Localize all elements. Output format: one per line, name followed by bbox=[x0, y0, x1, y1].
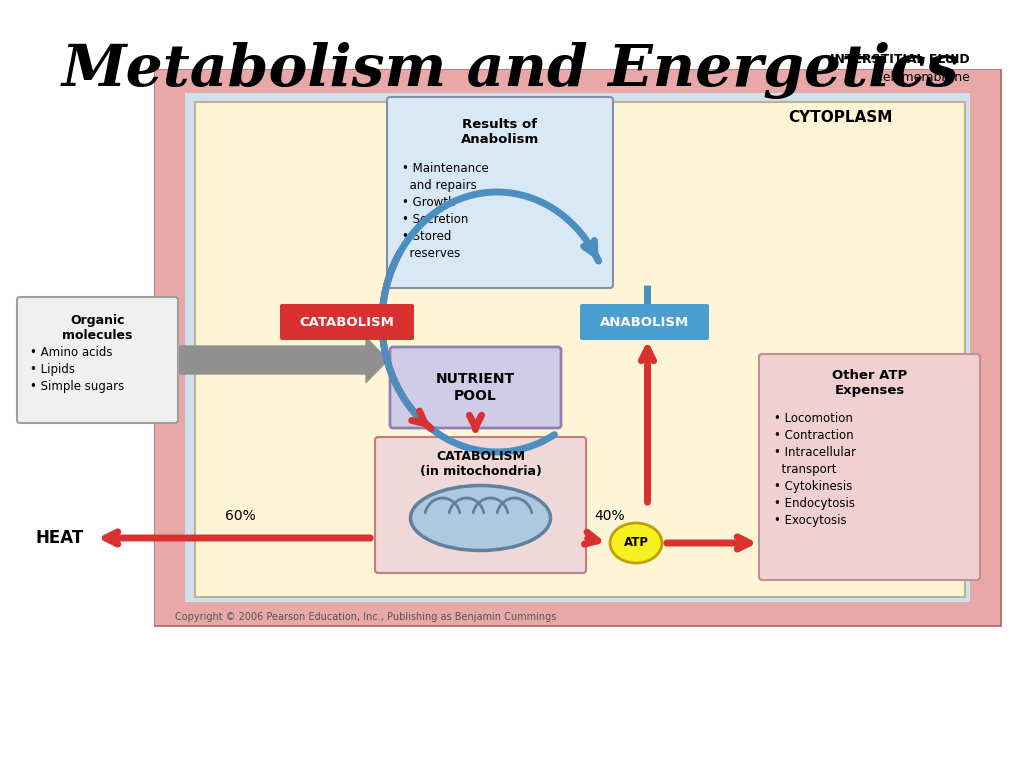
Text: 60%: 60% bbox=[224, 509, 255, 523]
FancyArrow shape bbox=[175, 337, 387, 382]
FancyBboxPatch shape bbox=[580, 304, 708, 340]
Bar bbox=[155, 70, 999, 625]
Text: ANABOLISM: ANABOLISM bbox=[599, 315, 689, 328]
Ellipse shape bbox=[410, 486, 550, 551]
Bar bbox=[155, 70, 999, 625]
Text: Metabolism and Energetics: Metabolism and Energetics bbox=[61, 41, 958, 99]
Text: NUTRIENT
POOL: NUTRIENT POOL bbox=[435, 373, 515, 402]
FancyBboxPatch shape bbox=[17, 297, 178, 423]
FancyBboxPatch shape bbox=[389, 347, 560, 428]
Text: Organic
molecules: Organic molecules bbox=[62, 314, 132, 342]
FancyBboxPatch shape bbox=[386, 97, 612, 288]
Text: 40%: 40% bbox=[594, 509, 625, 523]
Text: • Amino acids
• Lipids
• Simple sugars: • Amino acids • Lipids • Simple sugars bbox=[30, 346, 124, 393]
Text: • Maintenance
  and repairs
• Growth
• Secretion
• Stored
  reserves: • Maintenance and repairs • Growth • Sec… bbox=[401, 162, 488, 260]
Bar bbox=[195, 102, 964, 597]
Text: CATABOLISM
(in mitochondria): CATABOLISM (in mitochondria) bbox=[419, 450, 541, 478]
Text: CYTOPLASM: CYTOPLASM bbox=[787, 109, 892, 125]
Text: Copyright © 2006 Pearson Education, Inc., Publishing as Benjamin Cummings: Copyright © 2006 Pearson Education, Inc.… bbox=[175, 612, 555, 622]
Text: Other ATP
Expenses: Other ATP Expenses bbox=[832, 369, 906, 397]
Text: HEAT: HEAT bbox=[36, 529, 84, 547]
Text: Cell membrane: Cell membrane bbox=[873, 70, 969, 83]
Bar bbox=[969, 70, 999, 625]
Bar bbox=[155, 70, 999, 93]
Ellipse shape bbox=[609, 523, 661, 563]
Text: CATABOLISM: CATABOLISM bbox=[300, 315, 394, 328]
Text: INTERSTITIAL FLUID: INTERSTITIAL FLUID bbox=[829, 53, 969, 66]
Bar bbox=[155, 70, 184, 625]
FancyBboxPatch shape bbox=[758, 354, 979, 580]
Text: Results of
Anabolism: Results of Anabolism bbox=[461, 118, 539, 146]
FancyBboxPatch shape bbox=[280, 304, 414, 340]
Text: • Locomotion
• Contraction
• Intracellular
  transport
• Cytokinesis
• Endocytos: • Locomotion • Contraction • Intracellul… bbox=[773, 412, 855, 527]
Text: ATP: ATP bbox=[623, 536, 648, 549]
Bar bbox=[155, 602, 999, 625]
FancyBboxPatch shape bbox=[375, 437, 586, 573]
